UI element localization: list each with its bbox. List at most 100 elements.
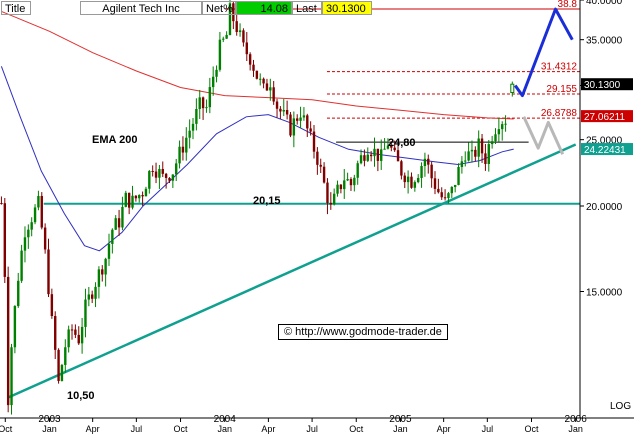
candle-body (168, 177, 171, 181)
x-tick-label: Apr (86, 424, 100, 434)
candle-body (497, 129, 501, 135)
x-tick-label: Jul (482, 424, 494, 434)
resistance-level-label: 24,80 (388, 137, 416, 149)
plot-area (0, 0, 580, 415)
candle-body (494, 134, 497, 142)
candle-body (195, 108, 198, 124)
candle-body (20, 250, 23, 281)
candle-body (437, 188, 440, 193)
candle-body (111, 229, 114, 244)
candle-body (501, 124, 504, 130)
candle-body (299, 117, 302, 121)
candle-body (474, 149, 477, 157)
x-tick-label: Oct (0, 424, 13, 434)
axis-value-badge (581, 143, 633, 156)
candle-body (332, 193, 336, 205)
candle-body (178, 146, 181, 164)
x-tick-label: Oct (524, 424, 539, 434)
last-candle-body (510, 83, 515, 94)
candle-body (80, 326, 84, 344)
candle-body (383, 148, 386, 150)
x-tick-label: Jan (42, 424, 57, 434)
candle-body (161, 168, 164, 174)
last-value: 30.1300 (322, 1, 372, 15)
candle-body (87, 294, 91, 300)
candle-body (296, 118, 299, 121)
candle-body (423, 158, 427, 167)
ema-short-line (0, 66, 514, 252)
instrument-name: Agilent Tech Inc (80, 1, 202, 15)
title-field-label[interactable]: Title (1, 1, 31, 15)
candle-body (339, 184, 343, 190)
candle-body (117, 218, 121, 228)
candle-body (211, 76, 215, 88)
candle-body (262, 78, 265, 84)
copyright-box[interactable]: © http://www.godmode-trader.de (278, 324, 448, 340)
axis-value-badge (581, 110, 633, 123)
candle-body (6, 276, 10, 406)
y-tick-label: 20.0000 (586, 202, 623, 213)
candle-body (487, 144, 490, 165)
netpct-value: 14.08 (236, 1, 292, 15)
candle-body (141, 195, 144, 197)
candle-body (10, 347, 13, 406)
candle-body (60, 364, 64, 381)
candle-body (380, 149, 383, 161)
candle-body (158, 168, 161, 178)
axis-value-badge (581, 78, 633, 91)
candle-body (433, 178, 437, 189)
candle-body (255, 70, 259, 79)
candle-body (369, 154, 373, 157)
candle-body (134, 195, 138, 199)
candle-body (393, 147, 396, 151)
x-tick-label: Jul (131, 424, 143, 434)
candle-body (138, 195, 141, 199)
x-tick-label: Jul (306, 424, 318, 434)
candle-body (13, 306, 17, 348)
candle-body (50, 294, 54, 317)
candle-body (470, 149, 474, 152)
candle-body (285, 109, 289, 115)
candle-body (309, 128, 312, 132)
candle-body (316, 151, 319, 165)
candle-body (373, 148, 376, 157)
last-label: Last (292, 1, 322, 15)
uptrend-line (7, 143, 577, 399)
x-tick-label: Apr (261, 424, 275, 434)
netpct-label: Net% (202, 1, 236, 15)
candle-body (245, 42, 248, 55)
candle-body (181, 146, 185, 153)
candle-body (306, 115, 309, 129)
axis-value-label: 30.1300 (584, 80, 621, 91)
y-tick-label: 40.0000 (586, 0, 623, 7)
candle-body (218, 39, 222, 70)
candle-body (413, 182, 417, 188)
y-tick-label: 15.0000 (586, 287, 623, 298)
axis-value-label: 24.22431 (584, 145, 626, 156)
candle-body (84, 299, 87, 327)
candle-body (356, 163, 359, 178)
log-scale-label[interactable]: LOG (610, 401, 632, 412)
candle-body (289, 114, 292, 136)
candle-body (171, 174, 175, 181)
candle-body (359, 155, 363, 164)
candle-body (40, 195, 43, 228)
candle-body (343, 180, 346, 190)
candle-body (346, 179, 349, 181)
candle-body (154, 171, 158, 178)
candle-body (104, 258, 107, 275)
candle-body (312, 131, 316, 152)
year-label: 2004 (214, 414, 237, 425)
candle-body (457, 167, 460, 185)
candle-body (164, 173, 168, 178)
candle-body (440, 192, 443, 198)
candle-body (37, 195, 40, 208)
candle-body (201, 97, 205, 109)
candle-body (124, 192, 127, 207)
axis-value-label: 27.06211 (584, 112, 625, 123)
candle-body (272, 87, 275, 102)
candle-body (70, 329, 74, 331)
candle-body (33, 207, 37, 223)
support-level-label: 20,15 (253, 195, 281, 207)
